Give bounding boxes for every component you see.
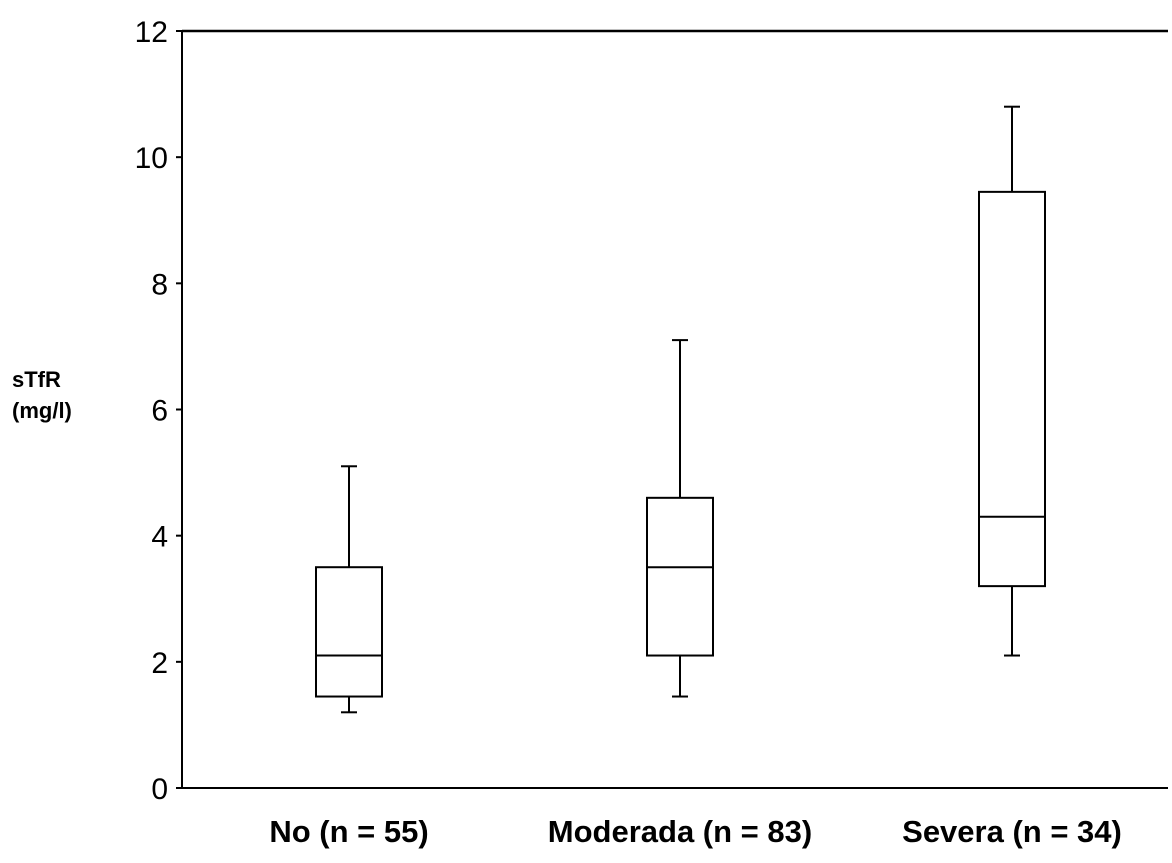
iqr-box bbox=[315, 566, 383, 698]
y-tick-label-10: 10 bbox=[135, 142, 168, 175]
category-label-2: Severa (n = 34) bbox=[902, 814, 1122, 849]
y-tick-label-2: 2 bbox=[151, 647, 168, 680]
box-group-1 bbox=[646, 339, 714, 698]
boxes bbox=[315, 105, 1046, 714]
y-tick-label-8: 8 bbox=[151, 268, 168, 301]
y-axis-label-line-2: (mg/l) bbox=[12, 398, 72, 423]
y-tick-label-6: 6 bbox=[151, 395, 168, 428]
y-axis-label-line-1: sTfR bbox=[12, 367, 61, 392]
box-group-0 bbox=[315, 465, 383, 714]
box-group-2 bbox=[978, 105, 1046, 657]
y-tick-label-12: 12 bbox=[135, 16, 168, 49]
iqr-box bbox=[978, 190, 1046, 588]
category-labels: No (n = 55) Moderada (n = 83) Severa (n = … bbox=[269, 814, 1122, 849]
category-label-0: No (n = 55) bbox=[269, 814, 428, 849]
axes: 0 2 4 6 8 10 12 bbox=[135, 16, 1168, 806]
y-tick-label-4: 4 bbox=[151, 521, 168, 554]
iqr-box bbox=[646, 496, 714, 657]
y-tick-label-0: 0 bbox=[151, 773, 168, 806]
category-label-1: Moderada (n = 83) bbox=[548, 814, 812, 849]
y-axis-title: sTfR (mg/l) bbox=[12, 367, 72, 423]
